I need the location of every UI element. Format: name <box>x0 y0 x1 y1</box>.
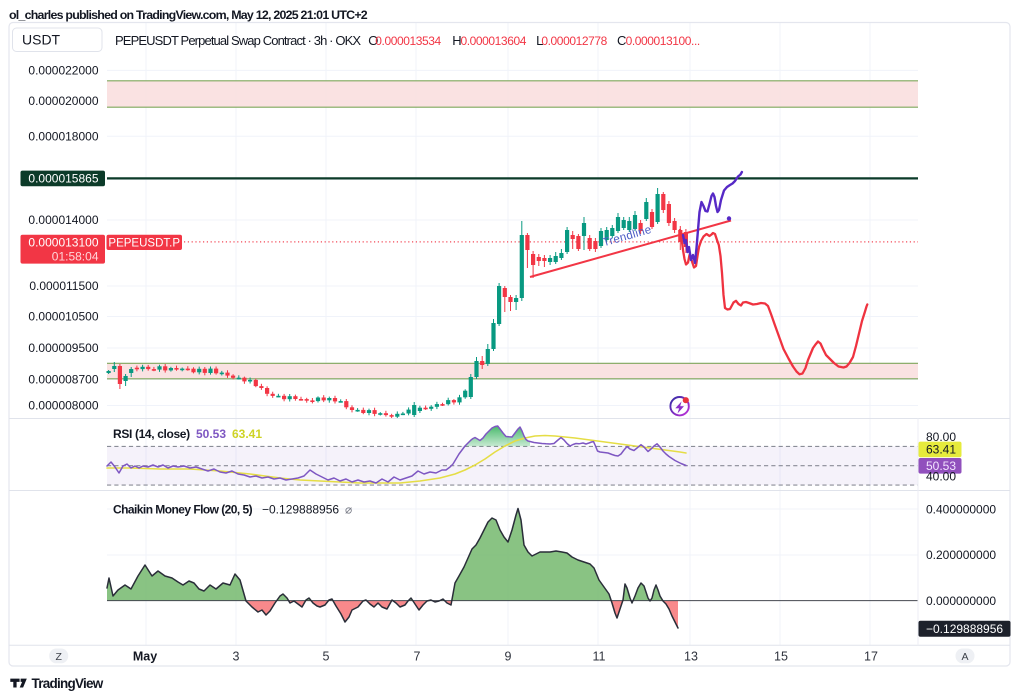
svg-text:0.000013100...: 0.000013100... <box>626 34 700 48</box>
svg-text:O: O <box>368 33 378 48</box>
svg-text:80.00: 80.00 <box>926 430 956 444</box>
svg-text:L: L <box>536 33 543 48</box>
svg-text:May: May <box>133 649 157 663</box>
svg-text:0.000015865: 0.000015865 <box>28 172 98 186</box>
svg-text:0.000008700: 0.000008700 <box>28 373 98 387</box>
svg-text:50.53: 50.53 <box>196 427 226 441</box>
svg-text:0.000009500: 0.000009500 <box>28 341 98 355</box>
svg-text:0.000013100: 0.000013100 <box>28 235 98 249</box>
svg-text:5: 5 <box>323 649 330 663</box>
svg-text:A: A <box>961 651 968 663</box>
svg-text:0.000012778: 0.000012778 <box>541 34 607 48</box>
svg-text:0.400000000: 0.400000000 <box>926 502 996 516</box>
svg-text:Chaikin Money Flow (20, 5): Chaikin Money Flow (20, 5) <box>113 503 253 517</box>
svg-text:0.000013604: 0.000013604 <box>461 34 527 48</box>
svg-text:ol_charles published on Tradin: ol_charles published on TradingView.com,… <box>9 8 368 22</box>
svg-text:15: 15 <box>774 649 788 663</box>
svg-text:0.000010500: 0.000010500 <box>28 310 98 324</box>
svg-text:50.53: 50.53 <box>926 459 956 473</box>
svg-text:40.00: 40.00 <box>926 470 956 484</box>
svg-text:−0.129888956: −0.129888956 <box>262 503 339 517</box>
svg-text:0.000022000: 0.000022000 <box>28 64 98 78</box>
svg-text:USDT: USDT <box>22 32 61 48</box>
svg-text:3: 3 <box>233 649 240 663</box>
svg-text:0.000008000: 0.000008000 <box>28 399 98 413</box>
svg-text:⌀: ⌀ <box>345 503 352 517</box>
svg-text:0.000013534: 0.000013534 <box>375 34 441 48</box>
svg-text:TradingView: TradingView <box>32 676 104 691</box>
svg-text:13: 13 <box>684 649 698 663</box>
svg-text:0.000020000: 0.000020000 <box>28 94 98 108</box>
svg-text:0.200000000: 0.200000000 <box>926 548 996 562</box>
svg-text:0.000011500: 0.000011500 <box>29 279 99 293</box>
svg-text:9: 9 <box>505 649 512 663</box>
svg-text:11: 11 <box>593 649 606 663</box>
svg-text:−0.129888956: −0.129888956 <box>926 622 1003 636</box>
svg-text:C: C <box>617 33 626 48</box>
svg-text:H: H <box>452 33 461 48</box>
svg-text:RSI (14, close): RSI (14, close) <box>113 427 190 441</box>
svg-text:7: 7 <box>414 649 421 663</box>
svg-text:63.41: 63.41 <box>926 443 956 457</box>
svg-text:63.41: 63.41 <box>232 427 262 441</box>
svg-text:17: 17 <box>864 649 878 663</box>
svg-text:0.000014000: 0.000014000 <box>28 213 98 227</box>
svg-text:0.000018000: 0.000018000 <box>28 129 98 143</box>
svg-text:PEPEUSDT Perpetual Swap Contra: PEPEUSDT Perpetual Swap Contract · 3h · … <box>115 33 361 48</box>
svg-text:0.000000000: 0.000000000 <box>926 594 996 608</box>
svg-text:PEPEUSDT.P: PEPEUSDT.P <box>108 238 180 250</box>
svg-text:01:58:04: 01:58:04 <box>52 249 99 263</box>
svg-text:Z: Z <box>55 651 62 663</box>
